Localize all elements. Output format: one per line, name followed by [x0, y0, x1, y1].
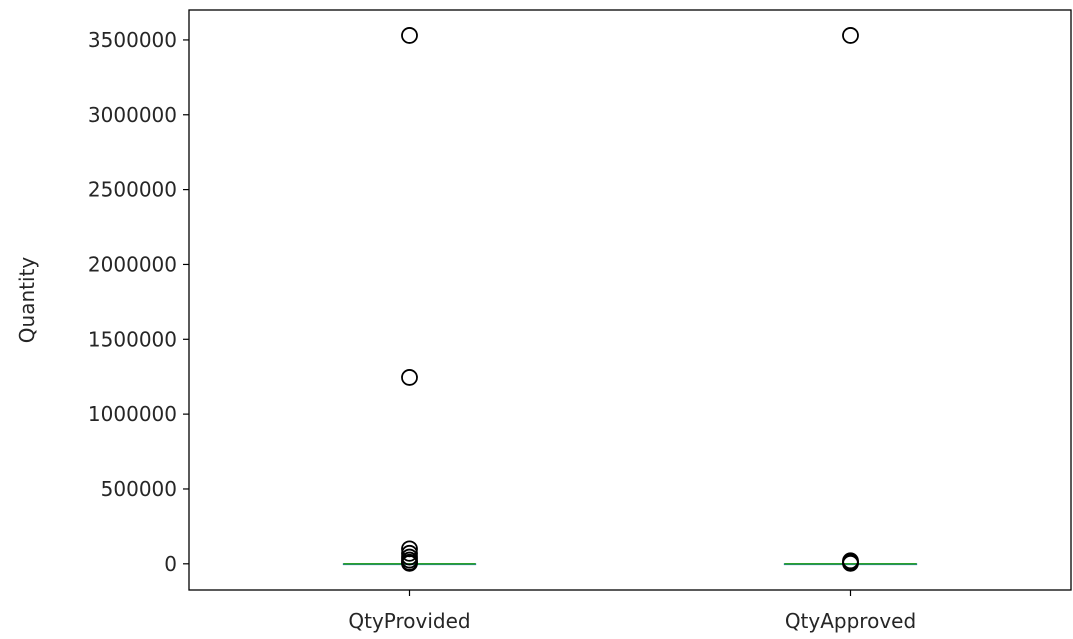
y-tick-label: 2500000: [88, 178, 177, 202]
box-series: [342, 27, 918, 572]
outlier-point: [401, 554, 418, 572]
outlier-point: [842, 554, 859, 572]
outlier-point: [842, 27, 859, 44]
y-tick-label: 3000000: [88, 103, 177, 127]
y-axis-ticks: 0 500000 1000000 1500000 2000000 2500000 30000…: [88, 28, 189, 576]
y-tick-label: 2000000: [88, 252, 177, 276]
outlier-point: [401, 369, 418, 386]
box-QtyProvided: [342, 27, 477, 572]
box-QtyApproved: [783, 27, 918, 572]
y-tick-label: 500000: [101, 477, 177, 501]
y-tick-label: 3500000: [88, 28, 177, 52]
x-axis-ticks: QtyProvided QtyApproved: [348, 590, 916, 633]
x-tick-label: QtyProvided: [348, 609, 470, 633]
y-tick-label: 0: [164, 552, 177, 576]
outlier-point: [401, 27, 418, 44]
y-tick-label: 1000000: [88, 402, 177, 426]
plot-area: [189, 10, 1071, 590]
x-tick-label: QtyApproved: [785, 609, 916, 633]
plot-frame: [188, 9, 1072, 591]
y-tick-label: 1500000: [88, 327, 177, 351]
y-axis-label: Quantity: [15, 257, 39, 344]
